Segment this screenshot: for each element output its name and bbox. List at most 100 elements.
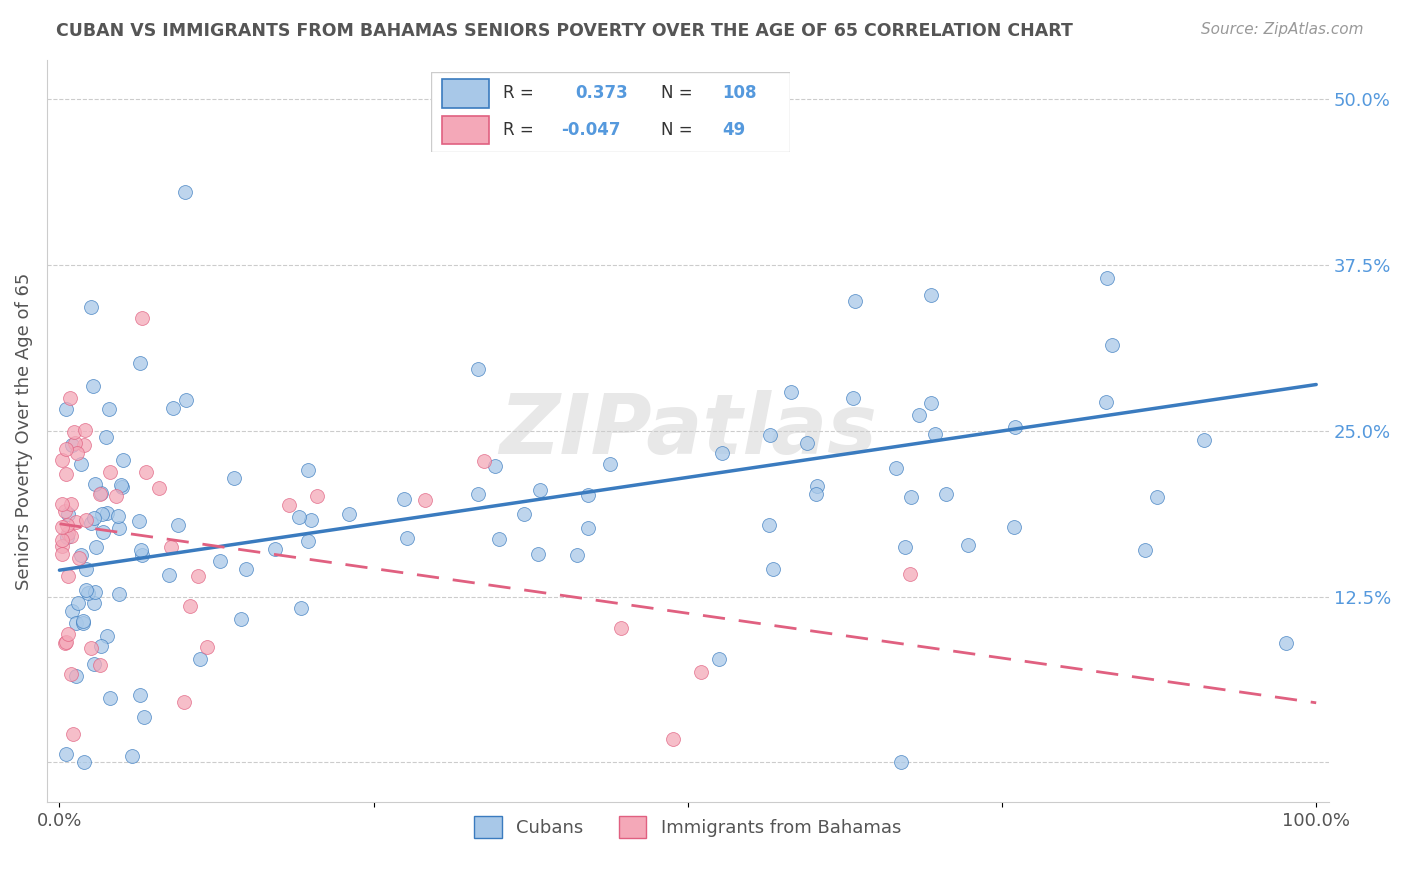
Point [55,467,77,481]
Point [413,492,436,507]
Point [1002,519,1025,533]
Point [129,543,152,558]
Point [758,517,780,532]
Point [128,514,150,528]
Point [578,488,600,502]
Point [56,517,79,532]
Point [83,511,105,525]
Point [51,497,73,511]
Point [75,583,97,598]
Point [108,521,131,535]
Point [83,596,105,610]
Point [467,487,489,501]
Point [935,487,957,501]
Point [690,665,713,679]
Point [96,629,118,643]
Point [599,457,621,471]
Point [111,479,134,493]
Point [55,442,77,456]
Point [111,453,134,467]
Point [307,489,329,503]
Point [94,430,117,444]
Point [51,539,73,553]
Point [90,486,112,500]
Point [80,641,103,656]
Point [173,696,195,710]
Point [806,478,828,492]
Point [208,554,231,568]
Point [107,509,129,524]
Point [167,517,190,532]
Point [90,639,112,653]
Point [129,688,152,702]
Point [804,487,827,501]
Point [65,668,87,682]
Point [83,477,105,491]
Point [84,584,107,599]
Point [89,657,111,672]
Point [174,185,197,199]
Point [297,533,319,548]
Point [56,507,79,521]
Point [472,454,495,468]
Point [488,533,510,547]
Point [60,497,83,511]
Point [107,587,129,601]
Point [1146,491,1168,505]
Point [576,521,599,535]
Point [565,548,588,562]
Point [70,548,93,562]
Point [841,391,863,405]
Point [65,515,87,529]
Point [121,749,143,764]
Point [290,601,312,615]
Point [920,395,942,409]
Point [235,562,257,576]
Point [796,436,818,450]
Point [162,401,184,416]
Point [907,408,929,422]
Point [277,498,299,512]
Point [53,635,76,649]
Point [55,747,77,762]
Point [65,615,87,630]
Point [84,540,107,554]
Point [110,478,132,492]
Point [56,530,79,544]
Point [98,465,121,479]
Point [396,531,419,545]
Y-axis label: Seniors Poverty Over the Age of 65: Seniors Poverty Over the Age of 65 [15,272,32,590]
Point [66,446,89,460]
Point [392,492,415,507]
Point [780,384,803,399]
Point [299,513,322,527]
Point [337,507,360,521]
Point [69,458,91,472]
Point [1192,433,1215,447]
Point [188,652,211,666]
Point [63,425,86,439]
Point [662,731,685,746]
Point [707,652,730,666]
Point [762,562,785,576]
Point [83,657,105,672]
Point [60,604,83,618]
Point [1095,394,1118,409]
Text: CUBAN VS IMMIGRANTS FROM BAHAMAS SENIORS POVERTY OVER THE AGE OF 65 CORRELATION : CUBAN VS IMMIGRANTS FROM BAHAMAS SENIORS… [56,22,1073,40]
Point [898,567,921,582]
Point [890,756,912,770]
Point [80,300,103,314]
Point [129,356,152,370]
Point [58,525,80,540]
Point [1274,636,1296,650]
Point [72,614,94,628]
Point [55,402,77,417]
Point [160,540,183,554]
Point [80,516,103,530]
Point [229,612,252,626]
Point [60,529,83,543]
Point [51,520,73,534]
Point [72,615,94,630]
Point [512,507,534,521]
Point [924,426,946,441]
